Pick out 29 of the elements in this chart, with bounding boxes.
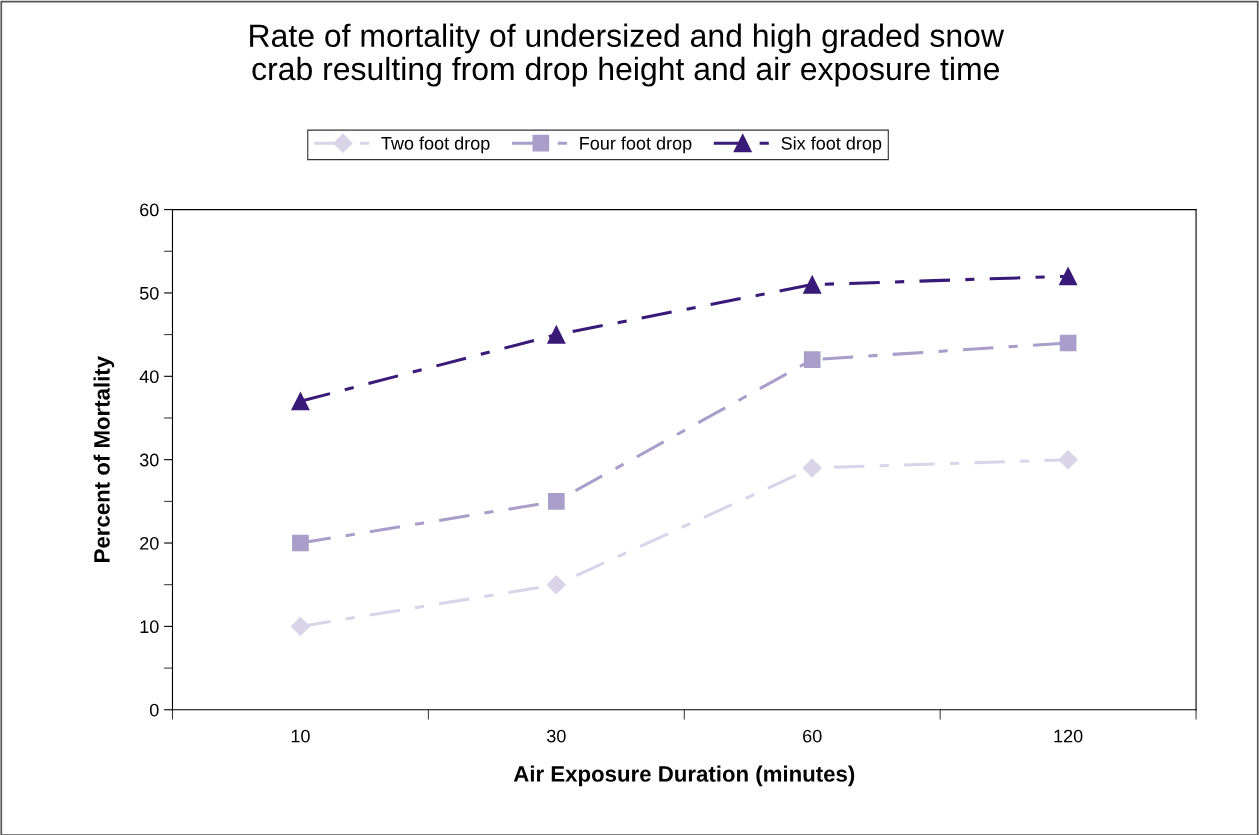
point [547, 325, 566, 344]
point [1059, 334, 1077, 352]
point [292, 534, 309, 552]
y-tick-label: 20 [140, 536, 159, 550]
point [290, 616, 310, 636]
point [291, 392, 310, 411]
legend-label: Two foot drop [381, 136, 490, 154]
point [546, 575, 566, 595]
y-axis-title: Percent of Mortality [93, 356, 115, 562]
y-tick-label: 30 [139, 453, 159, 467]
point [1058, 450, 1078, 470]
y-tick-label: 0 [149, 703, 159, 717]
point [1059, 267, 1078, 286]
point [803, 351, 821, 368]
x-tick-label: 30 [546, 729, 566, 743]
legend-label: Six foot drop [781, 136, 882, 154]
y-tick-label: 10 [140, 620, 159, 634]
y-tick-label: 50 [139, 286, 159, 300]
point [802, 458, 822, 478]
y-tick-label: 60 [140, 203, 159, 217]
point [547, 493, 565, 510]
chart-title: Rate of mortality of undersized and high graded snow crab resulting from drop height and air exposure time [250, 23, 1005, 87]
y-tick-label: 40 [139, 370, 159, 384]
x-tick-label: 10 [291, 729, 310, 743]
x-tick-label: 60 [803, 729, 822, 743]
x-tick-label: 120 [1054, 729, 1083, 743]
x-axis-title: Air Exposure Duration (minutes) [513, 765, 855, 787]
legend-label: Four foot drop [580, 136, 692, 154]
point [803, 275, 822, 294]
